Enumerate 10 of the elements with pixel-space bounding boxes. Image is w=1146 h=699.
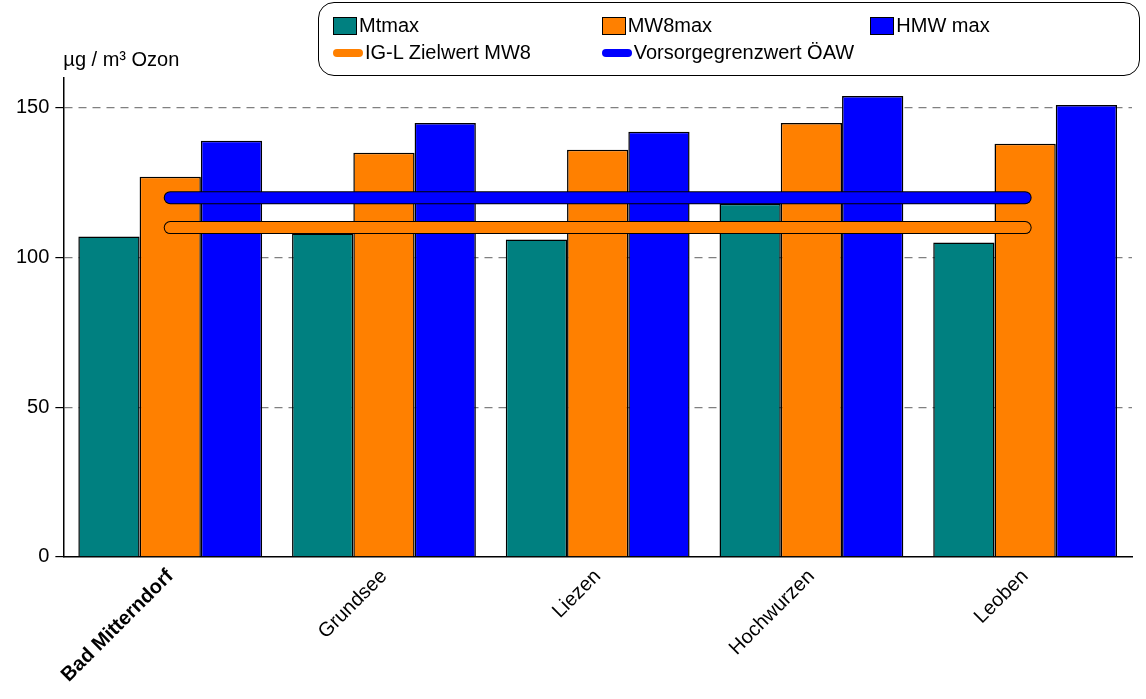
y-tick-label: 0 <box>38 544 50 567</box>
legend-label: Vorsorgegrenzwert ÖAW <box>633 41 855 64</box>
y-tick-label: 50 <box>27 394 50 417</box>
legend-label: MW8max <box>627 14 713 37</box>
legend-label: IG-L Zielwert MW8 <box>365 41 531 64</box>
legend-label: Mtmax <box>359 14 419 37</box>
y-tick-label: 150 <box>15 95 50 118</box>
y-tick-label: 100 <box>15 245 50 268</box>
legend-label: HMW max <box>896 14 990 37</box>
y-axis-title: µg / m³ Ozon <box>63 47 180 70</box>
